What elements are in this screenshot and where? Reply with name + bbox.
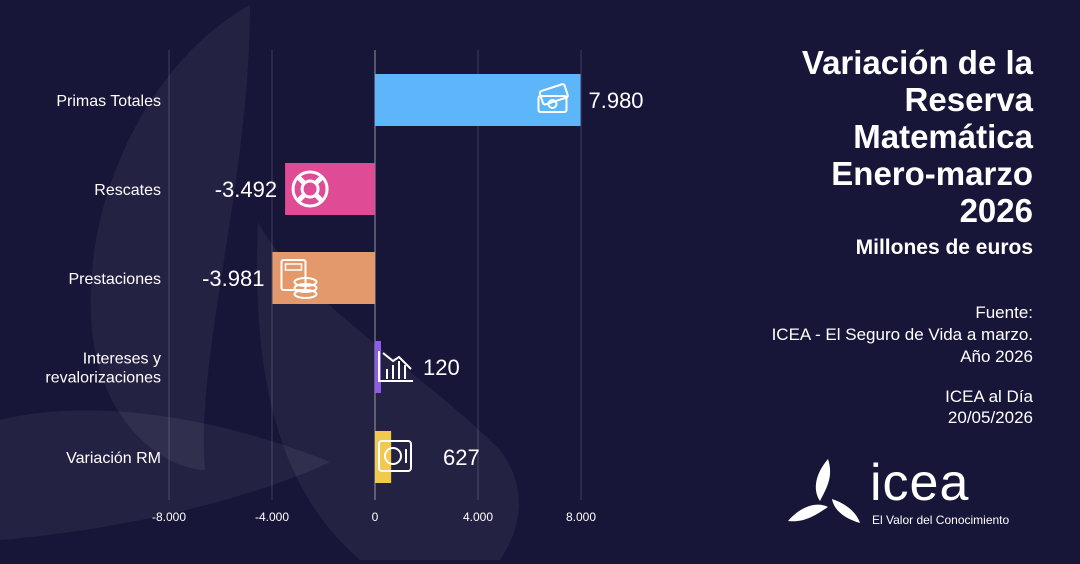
chart-subtitle: Millones de euros: [855, 236, 1033, 259]
x-tick-label: 8.000: [566, 510, 596, 524]
publication-name: ICEA al Día: [945, 387, 1033, 406]
icon-shape: [314, 174, 325, 185]
background-leaf-shape: [90, 5, 250, 470]
chart-title: Variación de la Reserva Matemática Enero…: [673, 44, 1033, 229]
x-tick-label: 4.000: [463, 510, 493, 524]
bar: [375, 431, 392, 483]
bar: [285, 163, 375, 215]
bar: [375, 74, 581, 126]
icon-shape: [378, 351, 413, 382]
logo-tagline: El Valor del Conocimiento: [872, 513, 1010, 527]
icon-shape: [293, 277, 318, 287]
money-stack-icon: [537, 83, 569, 113]
icon-shape: [284, 263, 303, 271]
title-line: Variación de la: [801, 44, 1033, 81]
value-label: 627: [443, 445, 480, 470]
source-block: Fuente: ICEA - El Seguro de Vida a marzo…: [673, 302, 1033, 368]
title-line: Reserva: [904, 81, 1033, 118]
source-label: Fuente:: [975, 303, 1033, 322]
category-label: Intereses y: [83, 351, 161, 368]
icon-shape: [537, 95, 568, 113]
category-label: Rescates: [94, 182, 161, 199]
title-line: Matemática: [853, 118, 1033, 155]
icea-logo: icea El Valor del Conocimiento: [786, 454, 1046, 535]
icon-shape: [280, 259, 307, 291]
category-label: Primas Totales: [56, 93, 161, 110]
icon-shape: [293, 289, 318, 299]
background-leaf-shape: [256, 222, 519, 560]
source-line: ICEA - El Seguro de Vida a marzo.: [771, 325, 1033, 344]
title-line: 2026: [959, 192, 1033, 229]
logo-name: icea: [870, 454, 970, 512]
icon-shape: [384, 447, 402, 465]
publication-block: ICEA al Día 20/05/2026: [673, 386, 1033, 428]
value-label: 7.980: [588, 88, 643, 113]
icon-shape: [382, 352, 412, 370]
icon-shape: [378, 440, 412, 472]
publication-date: 20/05/2026: [947, 408, 1033, 427]
icon-shape: [293, 283, 318, 293]
category-label: Variación RM: [66, 450, 161, 467]
icon-shape: [295, 174, 306, 185]
value-label: -3.981: [202, 266, 264, 291]
value-label: 120: [423, 355, 460, 380]
background-leaf-shape: [0, 410, 330, 540]
title-line: Enero-marzo: [831, 155, 1033, 192]
icon-shape: [314, 193, 325, 204]
safe-icon: [378, 440, 412, 472]
lifebuoy-icon: [291, 170, 329, 208]
x-tick-label: -8.000: [152, 510, 186, 524]
falling-chart-icon: [378, 351, 413, 382]
icea-logo-mark-icon: [788, 459, 860, 523]
chart-plot: -8.000 -4.000 0 4.000 8.000 Primas Totales 7.9…: [45, 50, 644, 524]
icon-shape: [300, 179, 320, 199]
icon-shape: [291, 170, 329, 208]
source-line: Año 2026: [960, 347, 1033, 366]
category-label: revalorizaciones: [45, 370, 161, 387]
category-label: Prestaciones: [69, 271, 162, 288]
icon-shape: [547, 99, 558, 109]
calculator-coins-icon: [280, 259, 318, 299]
value-label: -3.492: [215, 177, 277, 202]
x-tick-label: -4.000: [255, 510, 289, 524]
icon-shape: [295, 193, 306, 204]
x-tick-label: 0: [372, 510, 379, 524]
